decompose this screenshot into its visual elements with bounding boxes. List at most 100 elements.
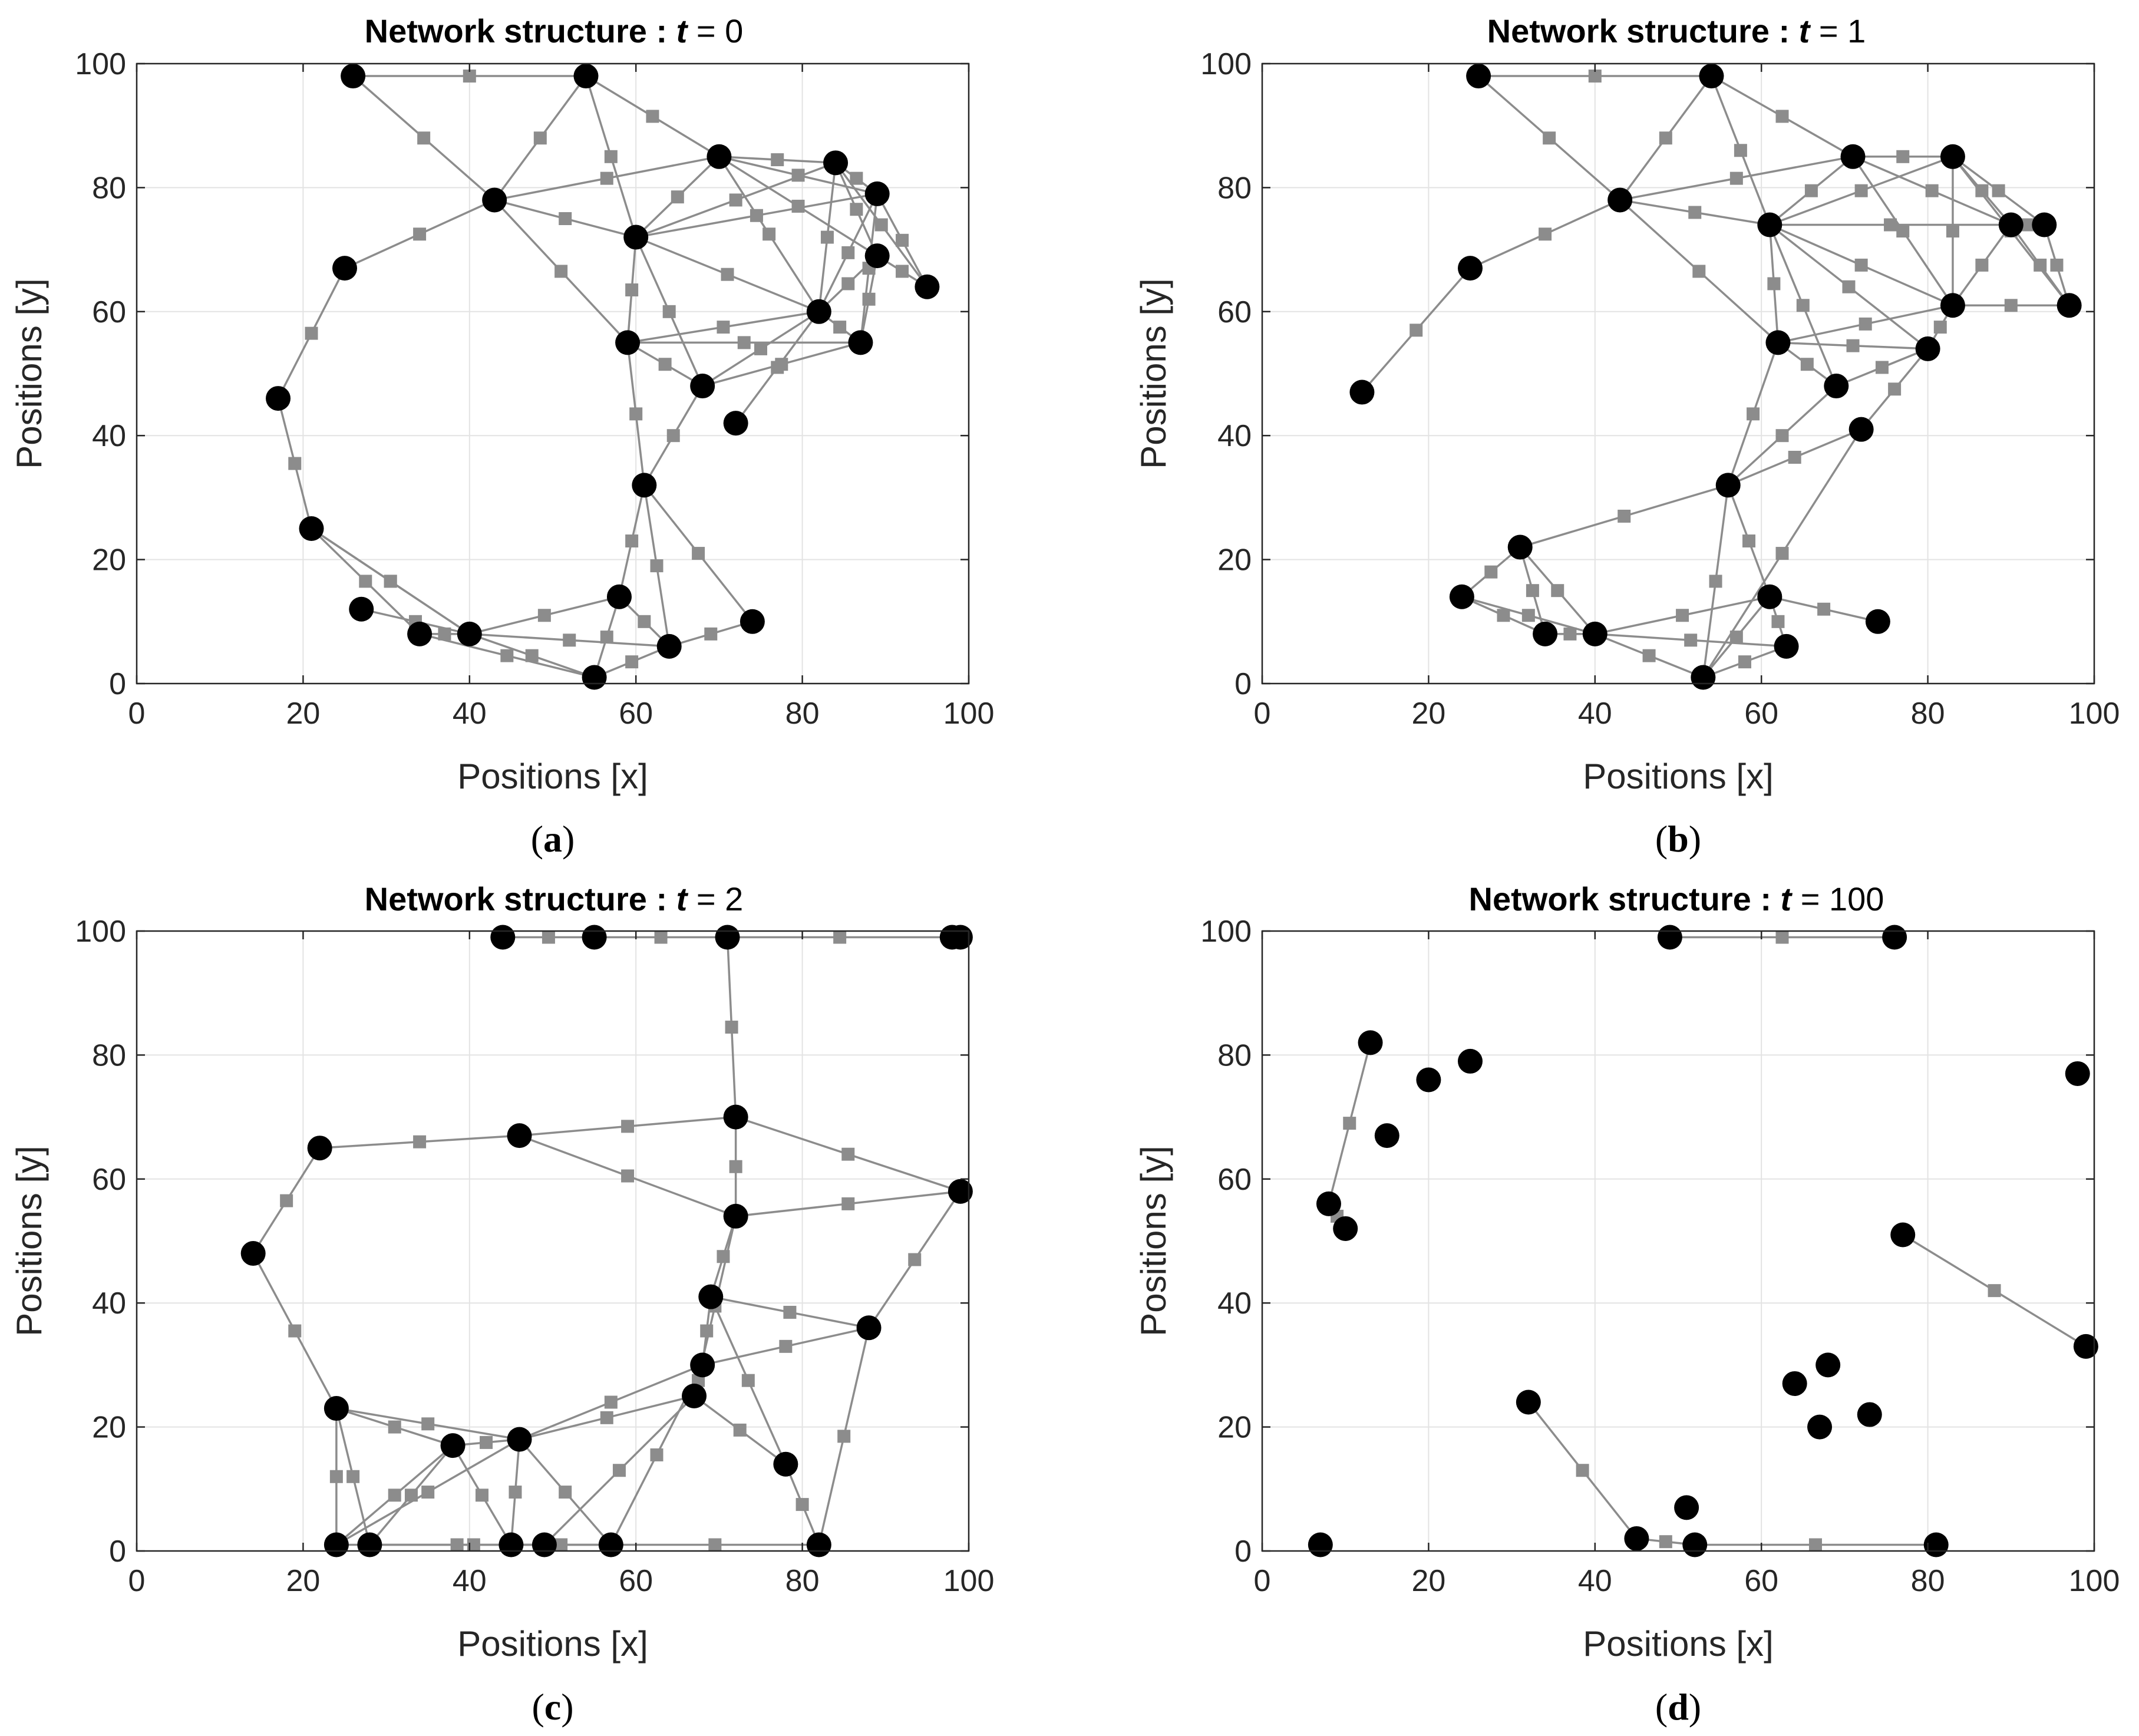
edge-midpoint-marker xyxy=(1946,225,1959,238)
network-node xyxy=(2073,1334,2098,1359)
y-tick-label: 20 xyxy=(92,543,126,577)
network-node xyxy=(1624,1526,1649,1551)
edge-midpoint-marker xyxy=(850,171,863,185)
network-node xyxy=(773,1451,798,1477)
edge-midpoint-marker xyxy=(729,1160,742,1173)
y-tick-label: 40 xyxy=(1217,1286,1252,1321)
panel-d: Network structure : t = 100 0 20 40 60 80 100… xyxy=(1134,880,2120,1728)
edge-midpoint-marker xyxy=(2004,299,2018,312)
network-node xyxy=(299,516,324,541)
network-node xyxy=(707,144,732,169)
panel-a-xlabel: Positions [x] xyxy=(457,757,648,796)
edge-midpoint-marker xyxy=(1521,609,1535,622)
edge-midpoint-marker xyxy=(704,627,718,641)
network-node xyxy=(915,274,940,299)
edge-midpoint-marker xyxy=(421,1486,435,1499)
edge-midpoint-marker xyxy=(1729,631,1743,644)
edge-midpoint-marker xyxy=(692,547,705,560)
edge-midpoint-marker xyxy=(533,131,547,145)
edge-midpoint-marker xyxy=(1884,218,1897,232)
panel-a-ylabel: Positions [y] xyxy=(9,278,49,468)
network-node xyxy=(240,1241,266,1266)
edge-midpoint-marker xyxy=(791,169,805,182)
edge-midpoint-marker xyxy=(2021,218,2035,232)
edge-midpoint-marker xyxy=(1588,70,1602,83)
x-tick-label: 60 xyxy=(619,697,653,731)
network-node xyxy=(349,596,374,622)
edge-midpoint-marker xyxy=(820,230,834,244)
edge-midpoint-marker xyxy=(1618,509,1631,523)
edge-midpoint-marker xyxy=(305,326,318,340)
edge-midpoint-marker xyxy=(559,212,572,225)
edge-midpoint-marker xyxy=(795,1498,809,1511)
edge-midpoint-marker xyxy=(1729,171,1743,185)
network-node xyxy=(582,665,607,690)
network-node xyxy=(864,243,890,269)
network-node xyxy=(532,1532,557,1557)
edge-midpoint-marker xyxy=(1925,184,1939,197)
network-node xyxy=(656,633,682,659)
edge-midpoint-marker xyxy=(329,1470,343,1483)
edge-midpoint-marker xyxy=(1734,144,1747,157)
edge-midpoint-marker xyxy=(384,575,397,588)
network-node xyxy=(1840,144,1866,169)
network-node xyxy=(499,1532,524,1557)
network-node xyxy=(507,1123,532,1148)
edge-midpoint-marker xyxy=(862,292,876,306)
network-node xyxy=(1940,293,1965,318)
network-node xyxy=(482,187,507,213)
edge-midpoint-marker xyxy=(1343,1117,1356,1130)
edge-midpoint-marker xyxy=(700,1324,714,1338)
network-node xyxy=(1857,1402,1882,1427)
network-node xyxy=(723,1203,748,1229)
network-node xyxy=(1848,417,1874,442)
edge-midpoint-marker xyxy=(388,1420,401,1434)
network-node xyxy=(507,1427,532,1452)
edge-midpoint-marker xyxy=(1875,361,1889,374)
x-tick-label: 40 xyxy=(1578,1564,1612,1598)
network-node xyxy=(690,1352,715,1378)
edge-midpoint-marker xyxy=(2050,258,2064,272)
panel-c: Network structure : t = 2 0 20 40 60 80 100 0 2… xyxy=(9,880,994,1728)
network-node xyxy=(324,1396,349,1421)
edge-midpoint-marker xyxy=(280,1194,293,1207)
y-tick-label: 60 xyxy=(92,295,126,329)
panel-a-plot: 0 20 40 60 80 100 0 20 40 60 80 100 xyxy=(75,47,994,731)
axes-box xyxy=(136,930,970,1552)
x-tick-label: 80 xyxy=(785,697,820,731)
edge-midpoint-marker xyxy=(1526,584,1539,598)
network-node xyxy=(490,925,516,950)
network-node xyxy=(1774,633,1799,659)
edge-midpoint-marker xyxy=(1896,150,1910,163)
edge-midpoint-marker xyxy=(509,1486,522,1499)
edge-midpoint-marker xyxy=(1975,258,1989,272)
edge-midpoint-marker xyxy=(725,1021,738,1034)
edge-midpoint-marker xyxy=(404,1489,418,1502)
edge-midpoint-marker xyxy=(600,631,613,644)
edge-midpoint-marker xyxy=(604,1395,618,1409)
x-tick-label: 80 xyxy=(1911,697,1945,731)
y-tick-label: 0 xyxy=(109,667,126,701)
edge-midpoint-marker xyxy=(463,70,476,83)
panel-a-label: (a) xyxy=(531,818,575,860)
edge-midpoint-marker xyxy=(841,246,855,259)
edge-midpoint-marker xyxy=(359,575,372,588)
network-node xyxy=(457,621,482,646)
edge-midpoint-marker xyxy=(1800,358,1814,371)
edge-midpoint-marker xyxy=(1551,584,1564,598)
network-node xyxy=(357,1532,382,1557)
network-node xyxy=(407,621,433,646)
panel-b: Network structure : t = 1 0 20 40 60 80 100 0 2… xyxy=(1134,12,2120,860)
edge-midpoint-marker xyxy=(629,407,643,421)
edge-midpoint-marker xyxy=(1775,110,1789,123)
network-node xyxy=(1458,1048,1483,1074)
edge-midpoint-marker xyxy=(1804,184,1818,197)
network-node xyxy=(1757,584,1782,609)
edge-midpoint-marker xyxy=(1563,627,1577,641)
network-node xyxy=(2065,1061,2090,1086)
edge-midpoint-marker xyxy=(525,649,539,662)
network-node xyxy=(598,1532,623,1557)
edge-midpoint-marker xyxy=(833,321,847,334)
panel-d-label: (d) xyxy=(1655,1686,1701,1728)
y-tick-label: 40 xyxy=(92,419,126,453)
